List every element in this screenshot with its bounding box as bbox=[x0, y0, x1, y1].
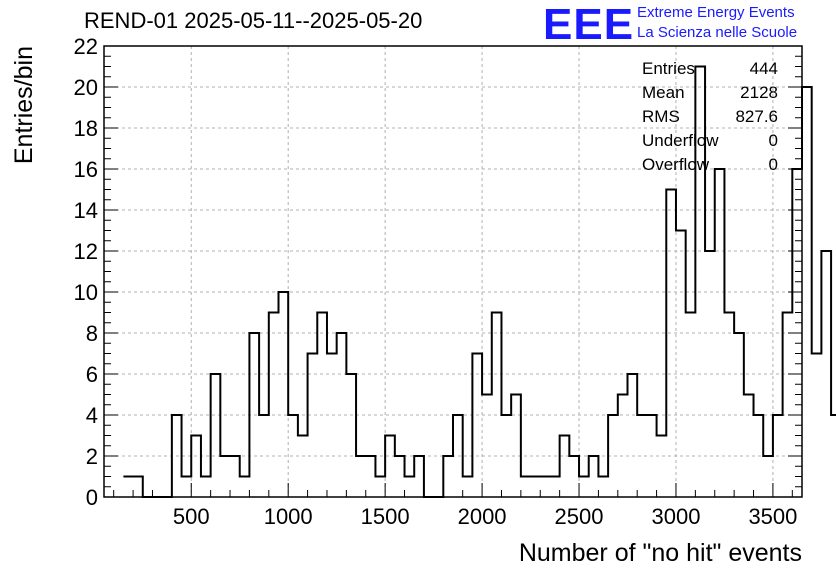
x-tick-label: 2500 bbox=[555, 504, 604, 529]
stat-row-rms: RMS 827.6 bbox=[642, 106, 778, 130]
histogram-bin bbox=[569, 456, 579, 497]
y-tick-label: 20 bbox=[74, 75, 98, 100]
histogram-bin bbox=[628, 374, 638, 497]
stat-value-overflow: 0 bbox=[768, 155, 778, 174]
histogram-bin bbox=[589, 456, 599, 497]
histogram-bin bbox=[472, 354, 482, 498]
x-axis-label: Number of "no hit" events bbox=[519, 539, 802, 567]
histogram-bin bbox=[531, 477, 541, 498]
histogram-bin bbox=[269, 313, 279, 498]
y-tick-label: 2 bbox=[86, 444, 98, 469]
logo-line-1: Extreme Energy Events bbox=[637, 4, 795, 21]
histogram-bin bbox=[220, 456, 230, 497]
stat-value-rms: 827.6 bbox=[735, 107, 778, 126]
histogram-bin bbox=[463, 477, 473, 498]
x-tick-label: 500 bbox=[173, 504, 210, 529]
histogram-bin bbox=[812, 354, 822, 498]
histogram-bin bbox=[443, 456, 453, 497]
histogram-bin bbox=[724, 313, 734, 498]
histogram-bin bbox=[666, 190, 676, 498]
histogram-bin bbox=[550, 477, 560, 498]
y-tick-label: 12 bbox=[74, 239, 98, 264]
histogram-bin bbox=[482, 395, 492, 498]
histogram-bin bbox=[763, 456, 773, 497]
y-tick-label: 16 bbox=[74, 157, 98, 182]
y-tick-label: 22 bbox=[74, 34, 98, 59]
histogram-bin bbox=[356, 456, 366, 497]
histogram-bin bbox=[298, 436, 308, 498]
histogram-bin bbox=[521, 477, 531, 498]
stat-row-mean: Mean 2128 bbox=[642, 82, 778, 106]
histogram-bin bbox=[540, 477, 550, 498]
y-axis-label: Entries/bin bbox=[10, 46, 38, 164]
histogram-bin bbox=[821, 251, 831, 497]
stat-row-overflow: Overflow 0 bbox=[642, 154, 778, 178]
histogram-bin bbox=[211, 374, 221, 497]
histogram-bin bbox=[744, 395, 754, 498]
y-tick-label: 18 bbox=[74, 116, 98, 141]
histogram-bin bbox=[230, 456, 240, 497]
histogram-bin bbox=[327, 354, 337, 498]
stat-label-rms: RMS bbox=[642, 107, 680, 126]
y-tick-label: 0 bbox=[86, 485, 98, 510]
histogram-bin bbox=[657, 436, 667, 498]
stat-label-entries: Entries bbox=[642, 59, 695, 78]
histogram-bin bbox=[618, 395, 628, 498]
histogram-bin bbox=[598, 477, 608, 498]
histogram-bin bbox=[308, 354, 318, 498]
stat-label-underflow: Underflow bbox=[642, 131, 719, 150]
eee-logo: EEE bbox=[543, 0, 635, 49]
histogram-bin bbox=[182, 477, 192, 498]
y-tick-label: 10 bbox=[74, 280, 98, 305]
histogram-bin bbox=[676, 231, 686, 498]
stat-value-entries: 444 bbox=[749, 59, 778, 78]
histogram-bin bbox=[405, 477, 415, 498]
histogram-bin bbox=[346, 374, 356, 497]
stat-value-mean: 2128 bbox=[740, 83, 778, 102]
histogram-bin bbox=[201, 477, 211, 498]
histogram-bin bbox=[831, 415, 836, 497]
histogram-bin bbox=[686, 313, 696, 498]
histogram-bin bbox=[492, 313, 502, 498]
stat-label-overflow: Overflow bbox=[642, 155, 710, 174]
stats-box: Entries 444 Mean 2128 RMS 827.6 Underflo… bbox=[642, 58, 778, 178]
x-tick-label: 1500 bbox=[361, 504, 410, 529]
histogram-bin bbox=[802, 87, 812, 497]
stat-row-entries: Entries 444 bbox=[642, 58, 778, 82]
histogram-bin bbox=[511, 395, 521, 498]
x-tick-label: 1000 bbox=[264, 504, 313, 529]
plot-title: REND-01 2025-05-11--2025-05-20 bbox=[84, 8, 423, 33]
histogram-bin bbox=[375, 477, 385, 498]
stat-row-underflow: Underflow 0 bbox=[642, 130, 778, 154]
y-tick-label: 4 bbox=[86, 403, 98, 428]
y-tick-label: 14 bbox=[74, 198, 98, 223]
stat-label-mean: Mean bbox=[642, 83, 685, 102]
histogram-bin bbox=[317, 313, 327, 498]
histogram-bin bbox=[783, 313, 793, 498]
x-tick-label: 3500 bbox=[748, 504, 797, 529]
histogram-bin bbox=[414, 456, 424, 497]
histogram-bin bbox=[395, 456, 405, 497]
histogram-bin bbox=[191, 436, 201, 498]
histogram-bin bbox=[133, 477, 143, 498]
histogram-bin bbox=[579, 477, 589, 498]
histogram-bin bbox=[366, 456, 376, 497]
x-tick-label: 2000 bbox=[458, 504, 507, 529]
stat-value-underflow: 0 bbox=[768, 131, 778, 150]
histogram-bin bbox=[123, 477, 133, 498]
histogram-bin bbox=[279, 292, 289, 497]
histogram-bin bbox=[385, 436, 395, 498]
y-tick-label: 8 bbox=[86, 321, 98, 346]
histogram-bin bbox=[560, 436, 570, 498]
histogram-bin bbox=[240, 477, 250, 498]
y-tick-label: 6 bbox=[86, 362, 98, 387]
logo-line-2: La Scienza nelle Scuole bbox=[637, 24, 798, 41]
x-tick-label: 3000 bbox=[651, 504, 700, 529]
